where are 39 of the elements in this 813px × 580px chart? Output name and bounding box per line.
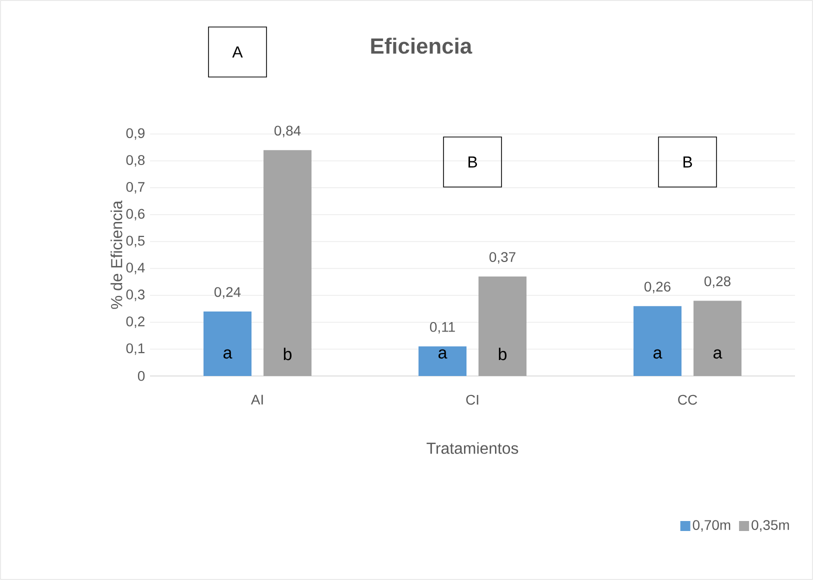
annotation: B [468, 156, 477, 168]
x-tick-label: AI [250, 394, 263, 404]
bar [694, 300, 742, 376]
y-tick-label: 0 [138, 371, 145, 381]
annotation: a [438, 349, 448, 359]
x-axis-title: Tratamientos [426, 442, 518, 454]
annotation: a [714, 349, 722, 359]
y-tick-label: 0,9 [126, 128, 144, 140]
annotation: a [654, 349, 662, 359]
y-tick-label: 0,4 [126, 262, 145, 274]
annotation: b [498, 348, 506, 360]
bar [418, 346, 467, 376]
y-tick-label: 0,2 [126, 316, 144, 328]
y-tick-label: 0,7 [126, 182, 144, 194]
annotation: b [284, 348, 292, 360]
bar [478, 276, 527, 376]
data-label: 0,37 [489, 252, 516, 264]
annotation: a [224, 349, 232, 359]
data-label: 0,24 [214, 287, 241, 299]
x-tick-label: CC [678, 394, 698, 405]
legend-label: 0,70m [692, 520, 730, 532]
y-axis-title: % de Eficiencia [110, 200, 122, 309]
text: A [232, 46, 243, 58]
data-label: 0,28 [704, 276, 730, 288]
annotation: B [684, 156, 692, 168]
data-label: 0,11 [430, 322, 455, 334]
y-tick-label: 0,6 [126, 208, 145, 220]
chart-title: Eficiencia [371, 38, 472, 54]
y-tick-label: 0,3 [126, 290, 145, 302]
y-tick-label: 0,8 [126, 155, 145, 167]
bar [204, 311, 252, 376]
y-tick-label: 0,5 [126, 236, 145, 248]
bar [634, 306, 682, 376]
data-label: 0,26 [644, 282, 670, 294]
y-tick-label: 0,1 [126, 343, 144, 355]
data-label: 0,84 [274, 126, 301, 138]
legend-label: 0,35m [752, 520, 789, 532]
bar [264, 150, 312, 376]
x-tick-label: CI [466, 394, 478, 405]
